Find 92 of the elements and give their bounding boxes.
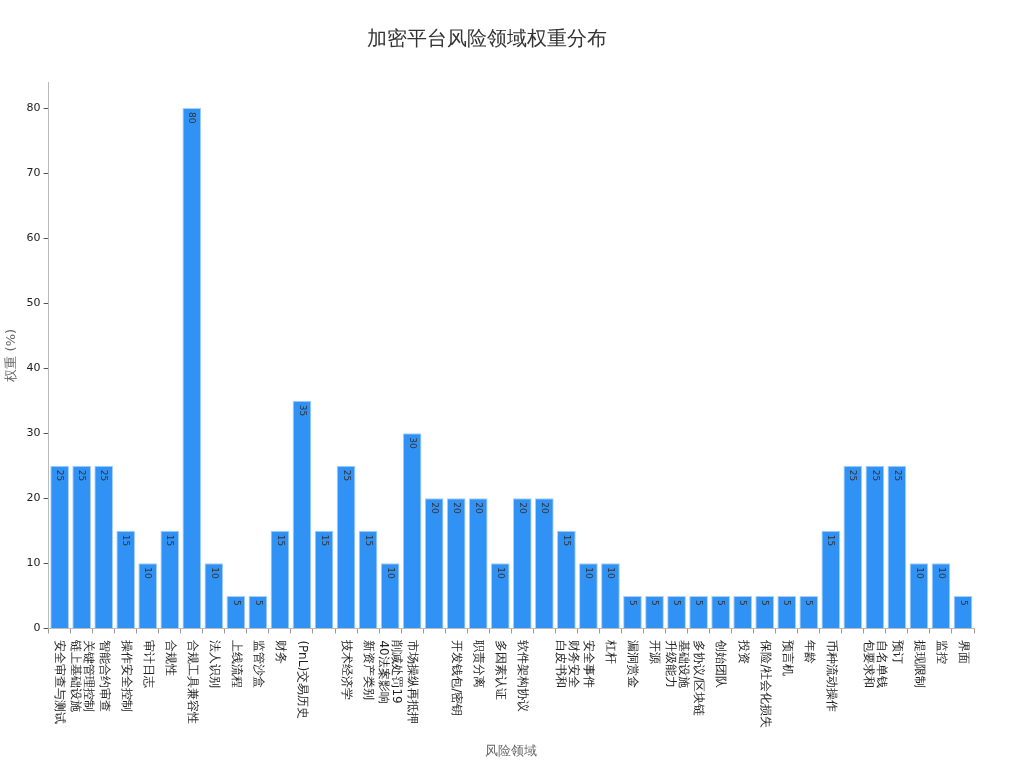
y-tick-label: 60	[26, 230, 41, 244]
data-label: 10	[606, 567, 617, 580]
data-label: 15	[826, 534, 837, 547]
data-label: 5	[716, 599, 727, 606]
data-label: 15	[319, 534, 330, 547]
data-label: 5	[694, 599, 705, 606]
data-label: 15	[275, 534, 286, 547]
x-tick-label: 法人识别	[207, 640, 222, 689]
x-axis-title: 风险领域	[485, 742, 538, 758]
data-label: 10	[143, 567, 154, 580]
x-tick-label: 智能合约审查	[97, 640, 112, 713]
y-tick-label: 30	[26, 426, 41, 440]
x-tick-label: (PnL)交易历史	[295, 640, 310, 720]
data-label: 30	[407, 437, 418, 449]
x-tick-label: 财务安全白皮书和	[553, 640, 581, 689]
x-tick-label: 自名单钱包要求和	[862, 640, 890, 689]
x-tick-label: 界面	[956, 640, 971, 665]
x-tick-label: 提现限制	[912, 640, 927, 689]
data-label: 5	[672, 599, 683, 606]
data-label: 5	[760, 599, 771, 606]
data-label: 5	[231, 599, 242, 606]
chart-title: 加密平台风险领域权重分布	[367, 26, 607, 51]
data-label: 5	[804, 599, 815, 606]
x-tick-label: 合规性	[163, 640, 178, 677]
data-label: 10	[209, 567, 220, 580]
x-tick-label: 基础设施升级能力	[663, 640, 691, 689]
data-label: 5	[628, 599, 639, 606]
data-label: 25	[341, 469, 352, 482]
x-tick-label: 预言机	[780, 640, 795, 677]
y-tick-label: 80	[26, 100, 41, 114]
x-tick-label: 开源	[648, 640, 663, 665]
data-label: 25	[870, 469, 881, 482]
data-label: 25	[99, 469, 110, 482]
data-label: 5	[782, 599, 793, 606]
y-tick-label: 10	[26, 556, 41, 570]
x-tick-label: 开发钱包/密钥	[450, 640, 465, 717]
x-tick-label: 新资产类别	[361, 640, 376, 701]
data-label: 5	[650, 599, 661, 606]
data-label: 20	[473, 502, 484, 515]
x-tick-label: 投资	[736, 639, 751, 665]
data-label: 15	[121, 534, 132, 547]
data-label: 15	[562, 534, 573, 547]
data-label: 20	[451, 502, 462, 515]
x-tick-label: 审计日志	[141, 640, 156, 689]
y-axis-title: 权重 (%)	[3, 328, 19, 383]
data-label: 25	[77, 469, 88, 482]
x-tick-label: 削减处罚1940法案影响	[377, 640, 405, 704]
y-tick-label: 70	[26, 165, 41, 179]
x-tick-label: 多因素认证	[494, 640, 509, 701]
y-tick-label: 50	[26, 296, 41, 310]
x-tick-label: 市场操纵再抵押	[406, 640, 421, 725]
x-tick-label: 软件架构协议	[516, 640, 531, 713]
x-tick-label: 杠杆	[604, 639, 619, 665]
x-tick-label: 安全审查与测试	[53, 640, 68, 725]
x-tick-label: 职责分离	[472, 640, 487, 689]
x-tick-label: 合规工具兼容性	[185, 640, 200, 725]
data-label: 5	[253, 599, 264, 606]
data-label: 20	[540, 502, 550, 515]
x-tick-label: 多协议/区块链	[692, 640, 707, 717]
x-tick-label: 技术经济学	[339, 639, 354, 701]
data-label: 10	[584, 567, 595, 580]
y-tick-label: 20	[26, 491, 41, 505]
x-tick-label: 上线流程	[229, 640, 244, 689]
data-label: 15	[165, 534, 176, 547]
x-tick-label: 关键管理控制链上基础设施	[69, 639, 97, 713]
data-label: 35	[297, 404, 308, 417]
x-tick-label: 预订	[890, 640, 905, 665]
x-tick-label: 币种流动操作	[824, 640, 839, 713]
x-tick-label: 监管沙盒	[251, 640, 266, 689]
y-tick-label: 0	[33, 621, 41, 635]
data-label: 10	[914, 567, 925, 580]
data-label: 25	[892, 469, 903, 482]
x-tick-label: 监控	[934, 640, 949, 665]
data-label: 5	[958, 599, 969, 606]
y-tick-label: 40	[26, 361, 41, 375]
data-label: 10	[936, 567, 947, 580]
data-label: 20	[517, 502, 528, 515]
data-label: 25	[55, 469, 66, 482]
x-tick-label: 漏洞赏金	[626, 640, 641, 689]
data-label: 10	[495, 567, 506, 580]
data-label: 10	[385, 567, 396, 580]
data-label: 5	[738, 599, 749, 606]
x-tick-label: 操作安全控制	[119, 640, 134, 713]
x-tick-label: 年龄	[802, 640, 817, 665]
x-tick-label: 创始团队	[714, 640, 729, 689]
data-label: 20	[429, 502, 440, 515]
data-label: 25	[848, 469, 859, 482]
data-label: 80	[187, 112, 198, 124]
x-tick-label: 保险/社会化损失	[758, 640, 773, 729]
data-label: 15	[363, 534, 374, 547]
x-tick-label: 财务	[273, 640, 288, 665]
x-tick-label: 安全事件	[582, 640, 597, 689]
